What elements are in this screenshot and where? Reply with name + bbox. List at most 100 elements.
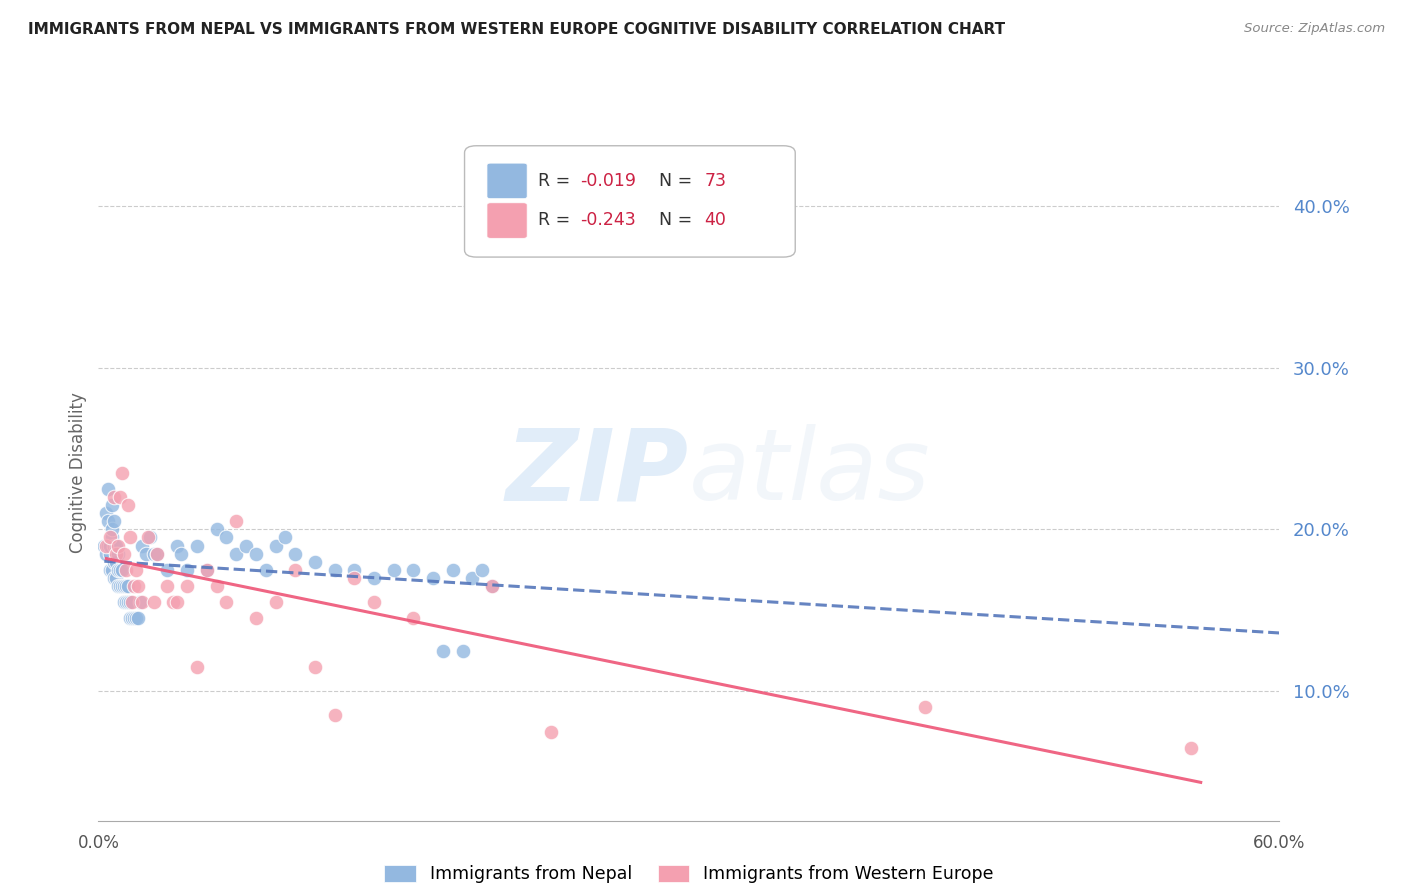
Text: 40: 40 — [704, 211, 725, 229]
Point — [125, 563, 148, 577]
FancyBboxPatch shape — [486, 202, 527, 238]
Point — [98, 531, 121, 545]
Point — [284, 563, 307, 577]
Point — [105, 547, 128, 561]
Point — [481, 579, 503, 593]
Point — [274, 531, 297, 545]
Point — [112, 595, 135, 609]
Point — [103, 490, 125, 504]
Point — [117, 579, 139, 593]
Point — [118, 611, 141, 625]
Point — [166, 595, 188, 609]
Point — [205, 579, 228, 593]
Point — [111, 563, 134, 577]
FancyBboxPatch shape — [486, 163, 527, 199]
Point — [284, 547, 307, 561]
Point — [156, 563, 179, 577]
Point — [135, 547, 157, 561]
Point — [402, 611, 425, 625]
Point — [108, 563, 131, 577]
Point — [323, 563, 346, 577]
Point — [343, 563, 366, 577]
Point — [225, 514, 247, 528]
Point — [146, 547, 169, 561]
Text: R =: R = — [537, 211, 575, 229]
Point — [138, 531, 160, 545]
Point — [108, 579, 131, 593]
Point — [142, 595, 165, 609]
Point — [1180, 740, 1202, 755]
Point — [103, 555, 125, 569]
Point — [264, 539, 287, 553]
Point — [432, 644, 454, 658]
Point — [235, 539, 257, 553]
Point — [170, 547, 193, 561]
Point — [98, 547, 121, 561]
Point — [225, 547, 247, 561]
Point — [103, 539, 125, 553]
Point — [481, 579, 503, 593]
Point — [245, 611, 267, 625]
Point — [112, 579, 135, 593]
Point — [112, 547, 135, 561]
Point — [343, 571, 366, 585]
Point — [93, 539, 115, 553]
Point — [115, 595, 138, 609]
Point — [101, 522, 124, 536]
Point — [115, 579, 138, 593]
Point — [101, 531, 124, 545]
Point — [121, 611, 143, 625]
Point — [107, 539, 129, 553]
Point — [176, 579, 198, 593]
Point — [264, 595, 287, 609]
Point — [105, 571, 128, 585]
Point — [122, 611, 145, 625]
Point — [363, 595, 385, 609]
Point — [103, 514, 125, 528]
Point — [146, 547, 169, 561]
Point — [131, 595, 153, 609]
Point — [215, 595, 238, 609]
Text: -0.243: -0.243 — [581, 211, 636, 229]
Point — [914, 700, 936, 714]
Text: atlas: atlas — [689, 425, 931, 521]
Point — [117, 498, 139, 512]
Point — [97, 539, 120, 553]
Point — [125, 611, 148, 625]
Point — [105, 539, 128, 553]
Point — [101, 498, 124, 512]
Point — [205, 522, 228, 536]
Point — [195, 563, 218, 577]
Point — [166, 539, 188, 553]
Text: 73: 73 — [704, 171, 727, 189]
Point — [304, 660, 326, 674]
Point — [451, 644, 474, 658]
Point — [363, 571, 385, 585]
Point — [471, 563, 494, 577]
Y-axis label: Cognitive Disability: Cognitive Disability — [69, 392, 87, 553]
Point — [382, 563, 405, 577]
Point — [107, 563, 129, 577]
FancyBboxPatch shape — [464, 145, 796, 257]
Point — [97, 482, 120, 496]
Point — [111, 466, 134, 480]
Point — [96, 547, 118, 561]
Point — [131, 539, 153, 553]
Point — [121, 595, 143, 609]
Point — [107, 579, 129, 593]
Point — [195, 563, 218, 577]
Text: Source: ZipAtlas.com: Source: ZipAtlas.com — [1244, 22, 1385, 36]
Point — [136, 531, 159, 545]
Text: R =: R = — [537, 171, 575, 189]
Point — [108, 490, 131, 504]
Point — [111, 579, 134, 593]
Point — [402, 563, 425, 577]
Point — [156, 579, 179, 593]
Point — [304, 555, 326, 569]
Point — [118, 595, 141, 609]
Text: -0.019: -0.019 — [581, 171, 637, 189]
Point — [101, 563, 124, 577]
Point — [118, 531, 141, 545]
Point — [142, 547, 165, 561]
Point — [162, 595, 184, 609]
